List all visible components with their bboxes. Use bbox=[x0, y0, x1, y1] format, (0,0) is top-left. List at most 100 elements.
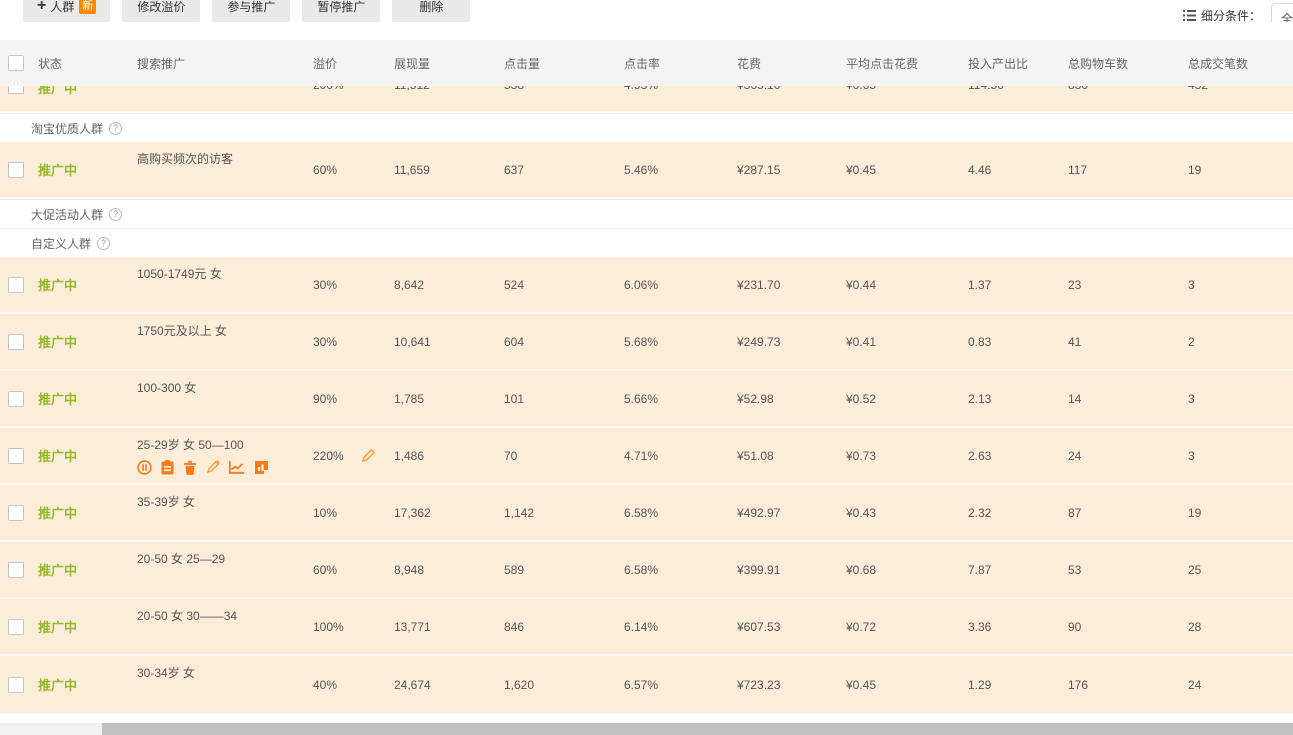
table-row: 推广中 高购买频次的访客 bbox=[0, 142, 1293, 199]
section-label: 淘宝优质人群 bbox=[31, 121, 104, 136]
delete-trash-icon[interactable] bbox=[183, 460, 197, 475]
status-badge: 推广中 bbox=[38, 449, 78, 464]
help-question-icon[interactable]: ? bbox=[109, 207, 123, 221]
edit-premium-icon[interactable] bbox=[361, 448, 376, 463]
roi-cell: 2.32 bbox=[968, 505, 992, 520]
ctr-cell: 6.58% bbox=[624, 562, 659, 577]
status-cell: 推广中 bbox=[38, 503, 137, 522]
audience-name[interactable]: 25-29岁 女 50—100 bbox=[137, 438, 244, 452]
scrollbar-thumb[interactable] bbox=[102, 723, 1293, 735]
join-promotion-button[interactable]: 参与推广 bbox=[212, 0, 291, 22]
cost-cell: ¥723.23 bbox=[737, 677, 781, 692]
row-checkbox[interactable] bbox=[8, 504, 24, 521]
premium-value: 30% bbox=[313, 277, 338, 292]
ctr-cell: 6.57% bbox=[624, 677, 659, 692]
select-all-checkbox[interactable] bbox=[8, 55, 24, 71]
premium-value: 200% bbox=[313, 86, 344, 92]
column-header: 平均点击花费 bbox=[846, 56, 919, 71]
premium-cell: 40% bbox=[313, 678, 394, 692]
orders-cell: 19 bbox=[1188, 505, 1202, 520]
modify-premium-button[interactable]: 修改溢价 bbox=[122, 0, 201, 22]
ctr-cell: 4.93% bbox=[624, 86, 737, 92]
pause-icon[interactable] bbox=[137, 459, 152, 475]
audience-name[interactable]: 35-39岁 女 bbox=[137, 495, 196, 509]
ctr-cell: 6.06% bbox=[624, 277, 659, 292]
horizontal-scrollbar[interactable] bbox=[0, 723, 1293, 735]
roi-cell: 3.36 bbox=[968, 619, 992, 634]
column-header: 搜索推广 bbox=[137, 56, 186, 71]
audience-name-cell: 20-50 女 30——34 bbox=[137, 599, 313, 654]
orders-cell: 3 bbox=[1188, 277, 1195, 292]
row-checkbox[interactable] bbox=[8, 561, 24, 578]
audience-name[interactable]: 1750元及以上 女 bbox=[137, 324, 228, 338]
premium-cell: 90% bbox=[313, 392, 394, 406]
audience-name-cell: 100-300 女 bbox=[137, 371, 313, 426]
row-checkbox[interactable] bbox=[8, 333, 24, 350]
pause-promotion-button[interactable]: 暂停推广 bbox=[302, 0, 381, 22]
roi-cell: 7.87 bbox=[968, 562, 992, 577]
row-action-icons bbox=[137, 459, 313, 475]
filter-select[interactable]: 全部 bbox=[1271, 3, 1293, 22]
carts-cell: 24 bbox=[1068, 448, 1082, 463]
ctr-cell: 6.58% bbox=[624, 505, 659, 520]
row-checkbox[interactable] bbox=[8, 676, 24, 693]
trend-chart-icon[interactable] bbox=[229, 460, 245, 474]
roi-cell: 0.83 bbox=[968, 334, 992, 349]
row-checkbox[interactable] bbox=[8, 86, 24, 94]
orders-cell: 28 bbox=[1188, 619, 1202, 634]
help-question-icon[interactable]: ? bbox=[97, 236, 111, 250]
cost-cell: ¥52.98 bbox=[737, 391, 774, 406]
row-checkbox[interactable] bbox=[8, 618, 24, 635]
audience-group-section: 大促活动人群 ? bbox=[0, 199, 1293, 228]
avg-cost-cell: ¥0.52 bbox=[846, 391, 877, 406]
orders-cell: 3 bbox=[1188, 391, 1195, 406]
filter-area: 细分条件： 全部 bbox=[1182, 0, 1293, 22]
premium-value: 10% bbox=[313, 505, 338, 520]
cost-cell: ¥399.91 bbox=[737, 562, 781, 577]
premium-value: 90% bbox=[313, 391, 338, 406]
status-cell: 推广中 bbox=[38, 560, 137, 579]
audience-name[interactable]: 30-34岁 女 bbox=[137, 666, 196, 680]
ctr-cell: 6.14% bbox=[624, 619, 659, 634]
column-header: 状态 bbox=[38, 56, 63, 71]
section-label: 大促活动人群 bbox=[31, 207, 104, 222]
impressions-cell: 13,771 bbox=[394, 619, 431, 634]
premium-value: 220% bbox=[313, 448, 344, 463]
audience-name[interactable]: 100-300 女 bbox=[137, 381, 197, 395]
audience-name-cell: 20-50 女 25—29 bbox=[137, 542, 313, 597]
row-checkbox[interactable] bbox=[8, 276, 24, 293]
premium-value: 60% bbox=[313, 562, 338, 577]
orders-cell: 25 bbox=[1188, 562, 1202, 577]
row-checkbox[interactable] bbox=[8, 447, 24, 464]
audience-group-section: 淘宝优质人群 ? bbox=[0, 113, 1293, 142]
clicks-cell: 846 bbox=[504, 619, 525, 634]
audience-name[interactable]: 20-50 女 25—29 bbox=[137, 552, 226, 566]
premium-value: 60% bbox=[313, 162, 338, 177]
help-question-icon[interactable]: ? bbox=[109, 121, 123, 135]
table-row: 推广中 1050-1749元 女 bbox=[0, 257, 1293, 314]
premium-cell: 100% bbox=[313, 620, 394, 634]
orders-cell: 19 bbox=[1188, 162, 1202, 177]
edit-pencil-icon[interactable] bbox=[206, 460, 220, 474]
row-checkbox-cell bbox=[0, 276, 38, 293]
row-checkbox-cell bbox=[0, 333, 38, 350]
table-header: 状态 搜索推广 溢价 展现量 点击量 点击率 花费 平均点击花费 投入产出比 总购物车数 总成交笔数 bbox=[0, 40, 1293, 86]
roi-cell: 114.56 bbox=[968, 86, 1068, 92]
audience-name[interactable]: 高购买频次的访客 bbox=[137, 152, 234, 166]
audience-name[interactable]: 1050-1749元 女 bbox=[137, 267, 222, 281]
ctr-cell: 5.66% bbox=[624, 391, 659, 406]
cost-cell: ¥365.10 bbox=[737, 86, 846, 92]
quota-icon[interactable] bbox=[161, 459, 174, 475]
column-header: 展现量 bbox=[394, 56, 431, 71]
add-audience-button[interactable]: + 人群 新 bbox=[23, 0, 111, 22]
row-checkbox[interactable] bbox=[8, 390, 24, 407]
orders-cell: 432 bbox=[1188, 86, 1293, 92]
delete-button[interactable]: 删除 bbox=[392, 0, 471, 22]
audience-name[interactable]: 20-50 女 30——34 bbox=[137, 609, 238, 623]
report-icon[interactable] bbox=[254, 460, 269, 475]
status-cell: 推广中 bbox=[38, 160, 137, 179]
premium-cell: 30% bbox=[313, 335, 394, 349]
row-checkbox[interactable] bbox=[8, 161, 24, 178]
status-cell: 推广中 bbox=[38, 446, 137, 465]
row-checkbox-cell bbox=[0, 161, 38, 178]
